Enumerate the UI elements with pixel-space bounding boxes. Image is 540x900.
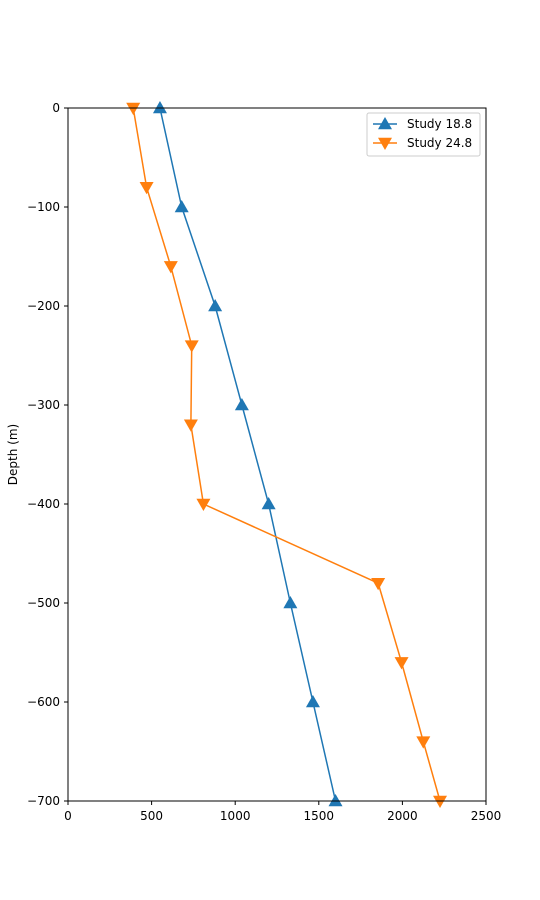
data-point-marker (174, 200, 189, 213)
legend-label: Study 18.8 (407, 117, 472, 131)
data-point-marker (196, 498, 211, 511)
y-axis: 0 −100 −200 −300 −400 −500 −600 −700 (27, 101, 68, 808)
data-point-marker (163, 261, 178, 274)
series-line (132, 107, 441, 802)
data-point-marker (261, 497, 276, 510)
data-point-marker (371, 577, 386, 591)
data-point-marker (328, 794, 343, 807)
legend-label: Study 24.8 (407, 136, 472, 150)
legend-marker (378, 117, 392, 130)
data-point-marker (208, 299, 223, 312)
data-point-marker (283, 596, 298, 609)
x-tick-label: 2500 (471, 809, 502, 823)
series-2 (126, 102, 448, 808)
data-point-marker (184, 340, 199, 353)
data-point-marker (152, 101, 167, 114)
plot-frame (67, 107, 487, 802)
series-1 (152, 101, 343, 807)
data-point-marker (234, 398, 249, 411)
y-tick-label: −400 (27, 497, 60, 511)
data-point-marker (416, 736, 431, 749)
data-point-marker (126, 102, 141, 115)
y-tick-label: −500 (27, 596, 60, 610)
x-axis: 0 500 1000 1500 2000 2500 (64, 801, 501, 823)
legend-marker (378, 137, 392, 150)
x-tick-label: 1500 (304, 809, 335, 823)
y-tick-label: −200 (27, 299, 60, 313)
data-point-marker (433, 795, 448, 808)
y-tick-label: 0 (52, 101, 60, 115)
data-point-marker (183, 419, 198, 432)
x-tick-label: 0 (64, 809, 72, 823)
x-tick-label: 500 (140, 809, 163, 823)
data-point-marker (305, 695, 320, 708)
x-tick-label: 2000 (387, 809, 418, 823)
series-layer (126, 101, 448, 808)
y-tick-label: −100 (27, 200, 60, 214)
y-tick-label: −600 (27, 695, 60, 709)
x-tick-label: 1000 (220, 809, 251, 823)
y-tick-label: −300 (27, 398, 60, 412)
legend: Study 18.8 Study 24.8 (366, 112, 481, 157)
data-point-marker (139, 181, 154, 195)
y-tick-label: −700 (27, 794, 60, 808)
y-axis-label: Depth (m) (6, 424, 20, 485)
series-line (159, 107, 337, 802)
data-point-marker (394, 657, 409, 670)
